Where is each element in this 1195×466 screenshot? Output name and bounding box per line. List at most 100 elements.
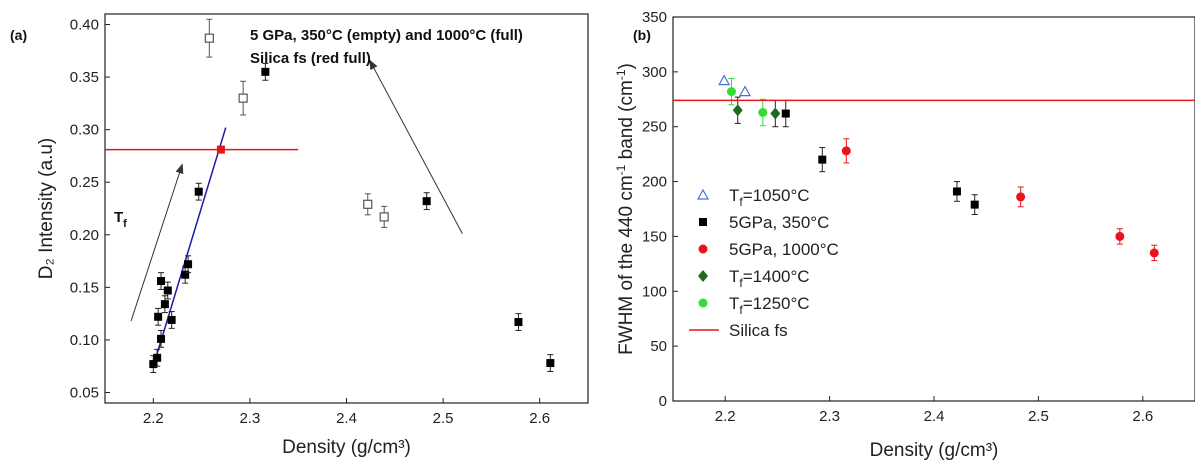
panel-a-y-axis-label: D₂ Intensity (a.u) bbox=[36, 138, 57, 279]
panel-b-x-tick-label: 2.3 bbox=[819, 408, 840, 425]
panel-b-data-point bbox=[732, 104, 743, 117]
panel-b-y-tick-label: 350 bbox=[642, 9, 667, 26]
panel-a-data-point bbox=[546, 359, 555, 368]
panel-b-legend-label-sub: f bbox=[739, 195, 743, 209]
panel-b-legend-label: Tf=1050°C bbox=[729, 186, 810, 209]
panel-b-legend-label-rest: =1250°C bbox=[743, 294, 810, 313]
panel-b-legend-label-main: 5GPa, 1000°C bbox=[729, 240, 839, 259]
panel-a-y-tick-label: 0.25 bbox=[70, 174, 99, 191]
panel-b-legend-label-main: T bbox=[729, 186, 739, 205]
panel-a-x-tick-label: 2.6 bbox=[529, 410, 550, 427]
panel-a-data-point bbox=[238, 93, 248, 103]
panel-a-data-point bbox=[261, 67, 270, 76]
panel-a-annotation-line-1: 5 GPa, 350°C (empty) and 1000°C (full) bbox=[250, 27, 523, 44]
panel-a-arrow-1 bbox=[130, 163, 184, 322]
panel-a-axis-ticks: 2.2 2.3 2.4 2.5 2.6 0.05 0.10 0.15 0.20 0.25 0.30 0… bbox=[70, 17, 550, 427]
panel-a-data-point bbox=[514, 318, 523, 327]
panel-a: 2.2 2.3 2.4 2.5 2.6 0.05 0.10 0.15 0.20 0.25 0.30 0… bbox=[10, 13, 589, 458]
panel-b-data-point bbox=[952, 187, 961, 196]
panel-b-label: (b) bbox=[633, 27, 651, 43]
panel-b-y-label-part-2: band (cm bbox=[616, 80, 637, 164]
panel-a-y-tick-label: 0.10 bbox=[70, 332, 99, 349]
panel-b-y-label-part-3: ) bbox=[616, 63, 637, 69]
panel-a-data-point bbox=[379, 212, 389, 222]
panel-b-legend-label-rest: =1050°C bbox=[743, 186, 810, 205]
panel-b-y-label-part-1: FWHM of the 440 cm bbox=[616, 175, 637, 355]
panel-b: 2.2 2.3 2.4 2.5 2.6 0 50 100 150 200 250 300 350 (b)… bbox=[614, 9, 1195, 461]
panel-b-y-tick-label: 250 bbox=[642, 119, 667, 136]
panel-a-y-tick-label: 0.20 bbox=[70, 227, 99, 244]
panel-b-legend-label-main: Silica fs bbox=[729, 321, 788, 340]
panel-a-label: (a) bbox=[10, 27, 27, 43]
panel-b-y-tick-label: 300 bbox=[642, 64, 667, 81]
panel-b-data-point bbox=[1115, 231, 1125, 241]
panel-a-plot-content bbox=[105, 18, 555, 374]
panel-b-data-point bbox=[739, 85, 752, 97]
panel-b-legend-label-sub: f bbox=[739, 276, 743, 290]
panel-a-tf-main: T bbox=[114, 209, 123, 226]
panel-a-tf-label: Tf bbox=[114, 209, 127, 230]
panel-b-legend-label-rest: =1400°C bbox=[743, 267, 810, 286]
panel-b-legend-marker bbox=[698, 270, 708, 282]
panel-b-y-label-sup-2: -1 bbox=[614, 69, 628, 80]
panel-b-data-point bbox=[970, 200, 979, 209]
panel-a-x-axis-label: Density (g/cm³) bbox=[282, 437, 411, 458]
panel-b-legend-marker bbox=[696, 188, 710, 200]
panel-b-legend-label: Tf=1250°C bbox=[729, 294, 810, 317]
panel-b-legend-marker bbox=[698, 244, 708, 254]
panel-a-y-tick-label: 0.40 bbox=[70, 17, 99, 34]
panel-a-x-tick-label: 2.3 bbox=[239, 410, 260, 427]
panel-a-arrow-2 bbox=[369, 59, 463, 234]
panel-b-data-point bbox=[1016, 192, 1026, 202]
panel-a-data-point bbox=[204, 33, 214, 43]
panel-a-data-point bbox=[216, 145, 225, 154]
panel-a-data-point bbox=[184, 260, 193, 269]
panel-a-y-tick-label: 0.35 bbox=[70, 69, 99, 86]
panel-a-data-point bbox=[154, 312, 163, 321]
panel-a-data-point bbox=[194, 187, 203, 196]
panel-b-legend-marker bbox=[699, 218, 707, 226]
panel-a-data-point bbox=[157, 277, 166, 286]
panel-b-y-tick-label: 100 bbox=[642, 283, 667, 300]
panel-b-y-tick-label: 0 bbox=[659, 393, 667, 410]
panel-b-x-tick-label: 2.2 bbox=[715, 408, 736, 425]
panel-a-data-point bbox=[181, 270, 190, 279]
panel-b-x-axis-label: Density (g/cm³) bbox=[870, 440, 999, 461]
panel-b-y-tick-label: 150 bbox=[642, 228, 667, 245]
panel-b-legend-label: Tf=1400°C bbox=[729, 267, 810, 290]
panel-a-x-tick-label: 2.5 bbox=[433, 410, 454, 427]
panel-b-y-axis-label: FWHM of the 440 cm-1 band (cm-1) bbox=[614, 63, 637, 355]
panel-b-data-point bbox=[1149, 248, 1159, 258]
panel-b-x-tick-label: 2.6 bbox=[1132, 408, 1153, 425]
panel-b-plot-frame bbox=[672, 16, 1195, 402]
panel-b-data-point bbox=[781, 109, 790, 118]
panel-a-y-tick-label: 0.05 bbox=[70, 384, 99, 401]
panel-a-data-point bbox=[149, 360, 158, 369]
panel-a-annotation-line-2: Silica fs (red full) bbox=[250, 50, 371, 67]
panel-a-y-tick-label: 0.30 bbox=[70, 122, 99, 139]
panel-a-x-tick-label: 2.4 bbox=[336, 410, 357, 427]
panel-b-legend-label-main: T bbox=[729, 267, 739, 286]
panel-b-legend-label: Silica fs bbox=[729, 321, 788, 340]
panel-b-legend-label: 5GPa, 350°C bbox=[729, 213, 829, 232]
panel-a-data-point bbox=[153, 353, 162, 362]
panel-b-legend-label: 5GPa, 1000°C bbox=[729, 240, 839, 259]
panel-b-data-point bbox=[758, 107, 768, 117]
panel-a-plot-frame bbox=[104, 13, 589, 404]
panel-b-data-point bbox=[770, 107, 781, 120]
panel-b-legend-marker bbox=[698, 298, 708, 308]
panel-b-legend-label-main: T bbox=[729, 294, 739, 313]
panel-b-plot-content bbox=[673, 74, 1195, 262]
panel-a-y-tick-label: 0.15 bbox=[70, 279, 99, 296]
panel-b-legend-label-sub: f bbox=[739, 303, 743, 317]
panel-a-data-point bbox=[157, 334, 166, 343]
panel-a-x-tick-label: 2.2 bbox=[143, 410, 164, 427]
panel-a-fit-line bbox=[152, 127, 227, 367]
panel-b-data-point bbox=[818, 155, 827, 164]
panel-a-data-point bbox=[160, 300, 169, 309]
panel-a-data-point bbox=[422, 197, 431, 206]
panel-a-data-point bbox=[167, 315, 176, 324]
